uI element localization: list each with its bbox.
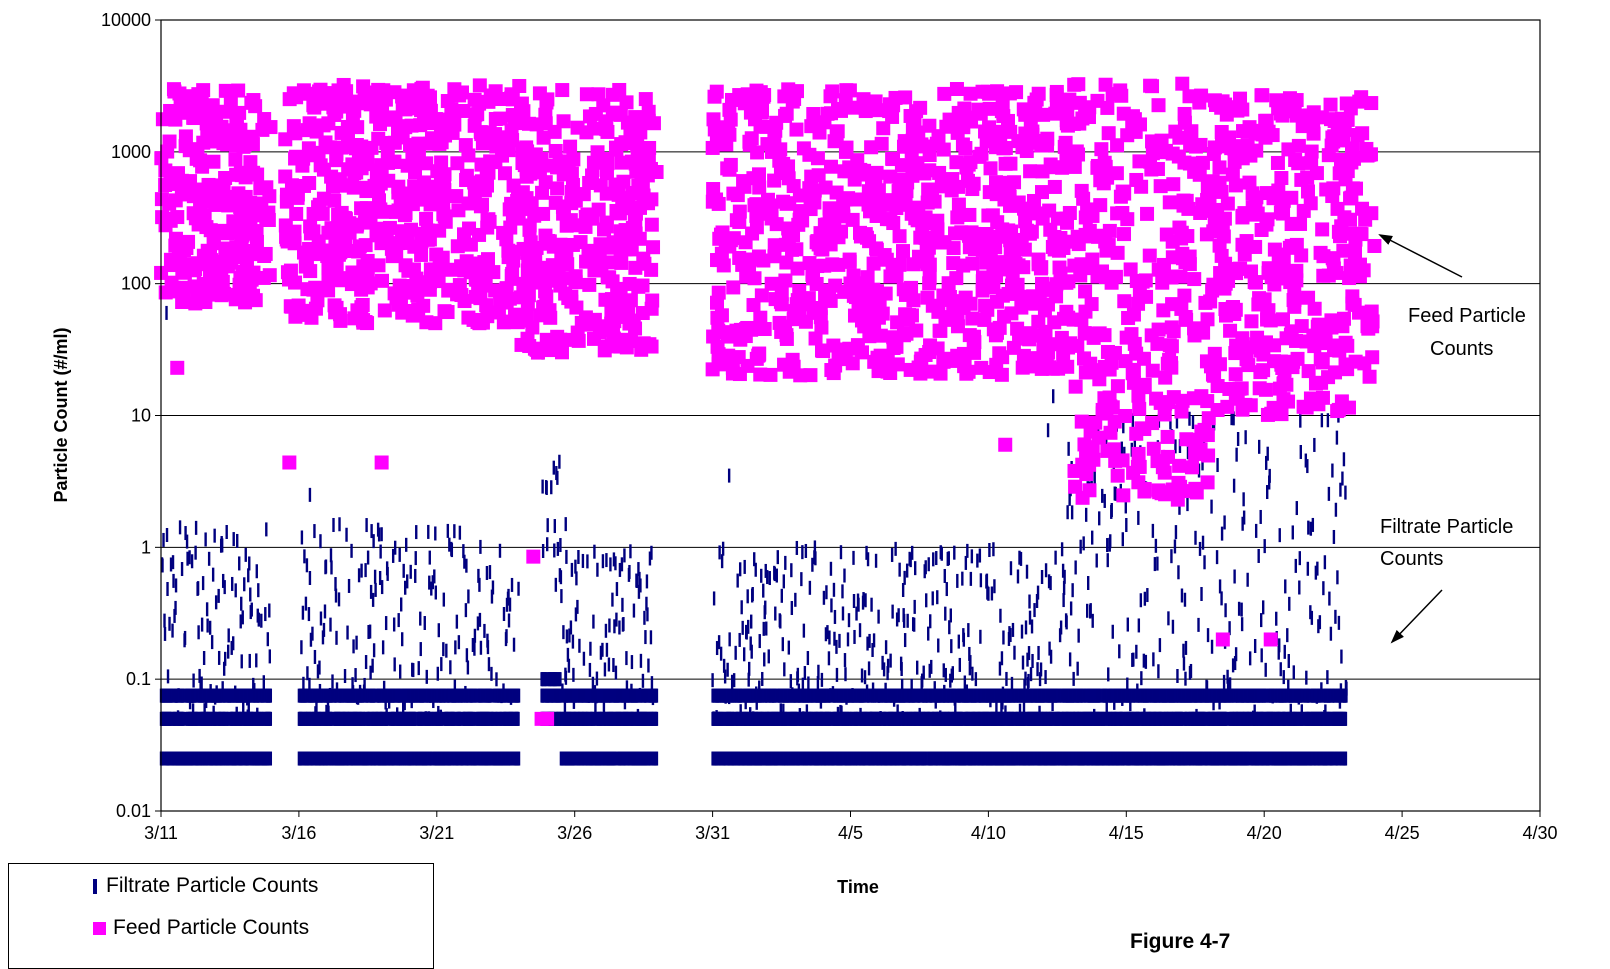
filtrate-series <box>159 305 1348 766</box>
x-tick-label: 3/16 <box>281 823 316 843</box>
x-tick-label: 4/30 <box>1522 823 1557 843</box>
x-tick-label: 4/20 <box>1247 823 1282 843</box>
y-axis-ticks: 0.01 0.1 1 10 100 1000 10000 <box>101 10 161 821</box>
x-tick-label: 4/25 <box>1385 823 1420 843</box>
x-tick-label: 3/11 <box>144 823 178 843</box>
y-tick-label: 10 <box>131 406 151 426</box>
x-tick-label: 3/21 <box>419 823 454 843</box>
y-tick-label: 10000 <box>101 10 151 30</box>
x-axis-ticks: 3/11 3/16 3/21 3/26 3/31 4/5 4/10 4/15 4/20 4/25 4… <box>144 811 1558 843</box>
y-tick-label: 1000 <box>111 142 151 162</box>
x-tick-label: 4/10 <box>971 823 1006 843</box>
y-tick-label: 100 <box>121 274 151 294</box>
x-tick-label: 4/15 <box>1109 823 1144 843</box>
y-tick-label: 0.01 <box>116 801 151 821</box>
x-tick-label: 4/5 <box>838 823 863 843</box>
x-tick-label: 3/31 <box>695 823 730 843</box>
y-tick-label: 1 <box>141 537 151 557</box>
x-tick-label: 3/26 <box>557 823 592 843</box>
y-tick-label: 0.1 <box>126 669 151 689</box>
